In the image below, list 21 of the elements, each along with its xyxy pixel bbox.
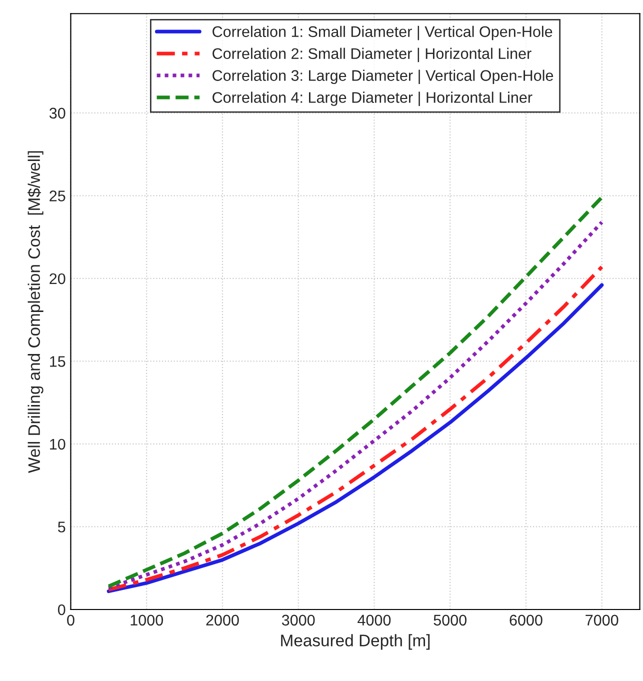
x-tick-label: 3000	[282, 614, 315, 626]
x-tick-label: 5000	[434, 614, 466, 626]
y-tick-label: 25	[50, 190, 66, 202]
y-axis-title: Well Drilling and Completion Cost [M$/well]	[28, 151, 44, 473]
y-tick-label: 15	[50, 356, 66, 367]
x-tick-label: 7000	[586, 614, 618, 626]
legend-label: Correlation 1: Small Diameter | Vertical Open-Hole	[212, 26, 552, 40]
y-tick-label: 20	[50, 273, 66, 284]
x-tick-label: 6000	[510, 614, 542, 626]
y-tick-label: 10	[50, 438, 66, 450]
y-tick-label: 0	[58, 604, 66, 616]
y-tick-label: 30	[49, 108, 66, 119]
x-tick-label: 2000	[206, 614, 239, 626]
x-axis-title: Measured Depth [m]	[281, 634, 430, 650]
legend-label: Correlation 2: Small Diameter | Horizontal Liner	[212, 48, 532, 62]
x-tick-label: 0	[67, 614, 74, 626]
x-tick-label: 1000	[130, 614, 163, 626]
y-tick-label: 5	[58, 522, 66, 532]
legend-label: Correlation 4: Large Diameter | Horizontal Liner	[212, 92, 532, 106]
x-tick-label: 4000	[358, 614, 391, 626]
legend-label: Correlation 3: Large Diameter | Vertical Open-Hole	[212, 70, 554, 84]
